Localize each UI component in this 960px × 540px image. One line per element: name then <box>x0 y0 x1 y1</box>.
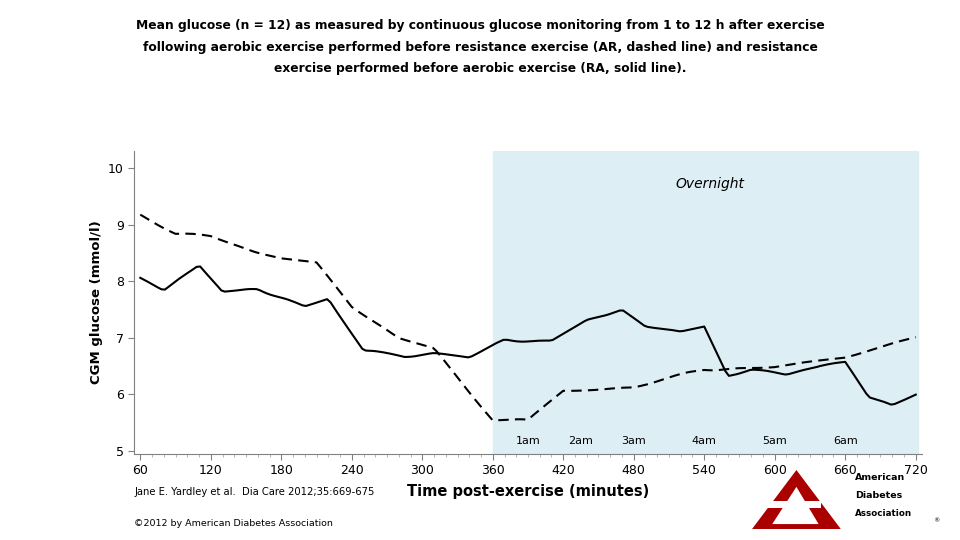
Text: 3am: 3am <box>621 436 646 446</box>
Text: exercise performed before aerobic exercise (RA, solid line).: exercise performed before aerobic exerci… <box>274 62 686 75</box>
Text: following aerobic exercise performed before resistance exercise (AR, dashed line: following aerobic exercise performed bef… <box>143 40 817 53</box>
Text: 2am: 2am <box>568 436 593 446</box>
Bar <box>492 151 918 454</box>
Text: ©2012 by American Diabetes Association: ©2012 by American Diabetes Association <box>134 519 333 529</box>
Text: 1am: 1am <box>516 436 540 446</box>
Polygon shape <box>768 501 821 508</box>
Text: Diabetes: Diabetes <box>854 491 902 500</box>
Text: ®: ® <box>933 518 940 523</box>
Text: 5am: 5am <box>762 436 787 446</box>
Y-axis label: CGM glucose (mmol/l): CGM glucose (mmol/l) <box>89 220 103 384</box>
Polygon shape <box>772 487 819 524</box>
Text: 4am: 4am <box>692 436 717 446</box>
Text: American: American <box>854 473 905 482</box>
Text: 6am: 6am <box>833 436 857 446</box>
Text: Overnight: Overnight <box>676 177 745 191</box>
Text: Jane E. Yardley et al.  Dia Care 2012;35:669-675: Jane E. Yardley et al. Dia Care 2012;35:… <box>134 487 374 497</box>
X-axis label: Time post-exercise (minutes): Time post-exercise (minutes) <box>407 484 649 499</box>
Polygon shape <box>752 470 841 529</box>
Text: Mean glucose (n = 12) as measured by continuous glucose monitoring from 1 to 12 : Mean glucose (n = 12) as measured by con… <box>135 19 825 32</box>
Text: Association: Association <box>854 509 912 518</box>
